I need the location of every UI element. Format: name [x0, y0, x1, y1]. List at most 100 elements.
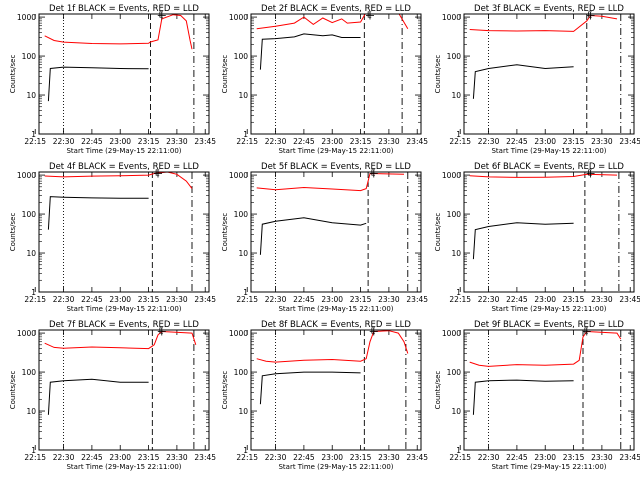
y-tick-label: 1000 — [229, 13, 248, 22]
y-tick-label: 1000 — [17, 13, 36, 22]
x-tick-label: 23:45 — [406, 295, 428, 304]
marker-label: E — [371, 326, 376, 335]
y-tick-label: 100 — [22, 368, 37, 377]
plot-frame — [463, 13, 635, 135]
plot-area — [44, 172, 193, 292]
marker-label: E — [588, 168, 593, 177]
x-tick-label: 23:30 — [378, 137, 400, 146]
plot-area — [469, 172, 620, 292]
x-tick-label: 23:45 — [619, 295, 640, 304]
x-tick-label: 23:30 — [166, 295, 188, 304]
plot-frame — [250, 171, 422, 293]
x-tick-label: 23:30 — [591, 137, 613, 146]
y-tick-label: 10 — [26, 407, 36, 416]
chart-title: Det 1f BLACK = Events, RED = LLD — [49, 4, 199, 14]
series-line-black — [472, 379, 574, 415]
x-tick-label: 23:15 — [563, 453, 585, 462]
chart-title: Det 4f BLACK = Events, RED = LLD — [49, 162, 199, 172]
chart-title: Det 6f BLACK = Events, RED = LLD — [474, 162, 624, 172]
y-tick-label: 1 — [456, 130, 461, 139]
y-tick-label: 100 — [22, 210, 37, 219]
x-tick-label: 23:45 — [406, 137, 428, 146]
series-line-red — [44, 330, 197, 350]
x-tick-label: 23:15 — [563, 295, 585, 304]
series-line-black — [259, 217, 367, 255]
y-tick-label: 10 — [238, 407, 248, 416]
chart-title: Det 7f BLACK = Events, RED = LLD — [49, 320, 199, 330]
x-tick-label: 22:15 — [449, 137, 471, 146]
x-tick-label: 22:30 — [265, 453, 287, 462]
y-tick-label: 1 — [31, 288, 36, 297]
x-tick-label: 23:30 — [166, 137, 188, 146]
series-line-red — [44, 14, 193, 50]
chart-panel-2: Det 2f BLACK = Events, RED = LLD 1 10 100 10… — [221, 4, 428, 155]
x-tick-label: 23:45 — [194, 295, 216, 304]
x-tick-label: 23:00 — [534, 295, 556, 304]
x-tick-label: 22:45 — [81, 137, 103, 146]
y-tick-label: 1000 — [17, 171, 36, 180]
series-line-red — [469, 173, 618, 178]
x-tick-label: 22:45 — [293, 453, 315, 462]
x-tick-label: 23:30 — [378, 453, 400, 462]
y-tick-label: 1 — [456, 446, 461, 455]
plot-area — [44, 14, 195, 134]
y-tick-label: 1000 — [229, 329, 248, 338]
x-axis-label: Start Time (29-May-15 22:11:00) — [278, 305, 393, 313]
x-tick-label: 22:45 — [293, 137, 315, 146]
y-tick-label: 100 — [447, 210, 462, 219]
chart-panel-8: Det 8f BLACK = Events, RED = LLD 1 10 100 10… — [221, 320, 428, 471]
series-line-red — [256, 330, 409, 363]
y-tick-label: 1 — [456, 288, 461, 297]
y-tick-label: 1 — [243, 446, 248, 455]
x-tick-label: 22:30 — [265, 137, 287, 146]
plot-area — [469, 330, 622, 450]
series-line-red — [469, 330, 622, 367]
x-tick-label: 23:15 — [350, 295, 372, 304]
x-tick-label: 22:30 — [478, 453, 500, 462]
series-line-black — [472, 222, 574, 260]
x-tick-label: 22:15 — [236, 137, 258, 146]
y-tick-label: 100 — [234, 210, 249, 219]
plot-frame — [38, 329, 210, 451]
y-tick-label: 100 — [22, 52, 37, 61]
x-tick-label: 22:15 — [449, 295, 471, 304]
chart-title: Det 8f BLACK = Events, RED = LLD — [261, 320, 411, 330]
plot-frame — [250, 329, 422, 451]
x-tick-label: 22:45 — [506, 453, 528, 462]
chart-title: Det 5f BLACK = Events, RED = LLD — [261, 162, 411, 172]
x-tick-label: 23:45 — [194, 453, 216, 462]
y-tick-label: 100 — [234, 52, 249, 61]
chart-panel-9: Det 9f BLACK = Events, RED = LLD 1 10 100 10… — [434, 320, 640, 471]
x-tick-label: 22:45 — [81, 295, 103, 304]
chart-title: Det 2f BLACK = Events, RED = LLD — [261, 4, 411, 14]
marker-label: E — [155, 168, 160, 177]
x-tick-label: 23:30 — [166, 453, 188, 462]
x-tick-label: 22:30 — [53, 453, 75, 462]
x-tick-label: 22:45 — [293, 295, 315, 304]
plot-area — [256, 172, 409, 292]
x-tick-label: 22:45 — [81, 453, 103, 462]
x-tick-label: 23:45 — [619, 453, 640, 462]
chart-title: Det 9f BLACK = Events, RED = LLD — [474, 320, 624, 330]
plot-area — [256, 330, 409, 450]
x-tick-label: 23:15 — [138, 137, 160, 146]
y-tick-label: 10 — [451, 407, 461, 416]
series-line-red — [256, 172, 405, 192]
series-line-black — [47, 196, 149, 230]
plot-frame — [38, 171, 210, 293]
x-tick-label: 23:00 — [534, 453, 556, 462]
x-tick-label: 23:45 — [619, 137, 640, 146]
plot-frame — [463, 329, 635, 451]
plot-area — [469, 14, 622, 134]
plot-frame — [463, 171, 635, 293]
x-axis-label: Start Time (29-May-15 22:11:00) — [278, 147, 393, 155]
chart-panel-6: Det 6f BLACK = Events, RED = LLD 1 10 100 10… — [434, 162, 640, 313]
x-axis-label: Start Time (29-May-15 22:11:00) — [66, 305, 181, 313]
y-tick-label: 1000 — [17, 329, 36, 338]
x-axis-label: Start Time (29-May-15 22:11:00) — [66, 463, 181, 471]
y-tick-label: 1000 — [442, 13, 461, 22]
x-tick-label: 23:15 — [563, 137, 585, 146]
marker-label: E — [588, 10, 593, 19]
marker-label: E — [159, 10, 164, 19]
chart-panel-3: Det 3f BLACK = Events, RED = LLD 1 10 100 10… — [434, 4, 640, 155]
